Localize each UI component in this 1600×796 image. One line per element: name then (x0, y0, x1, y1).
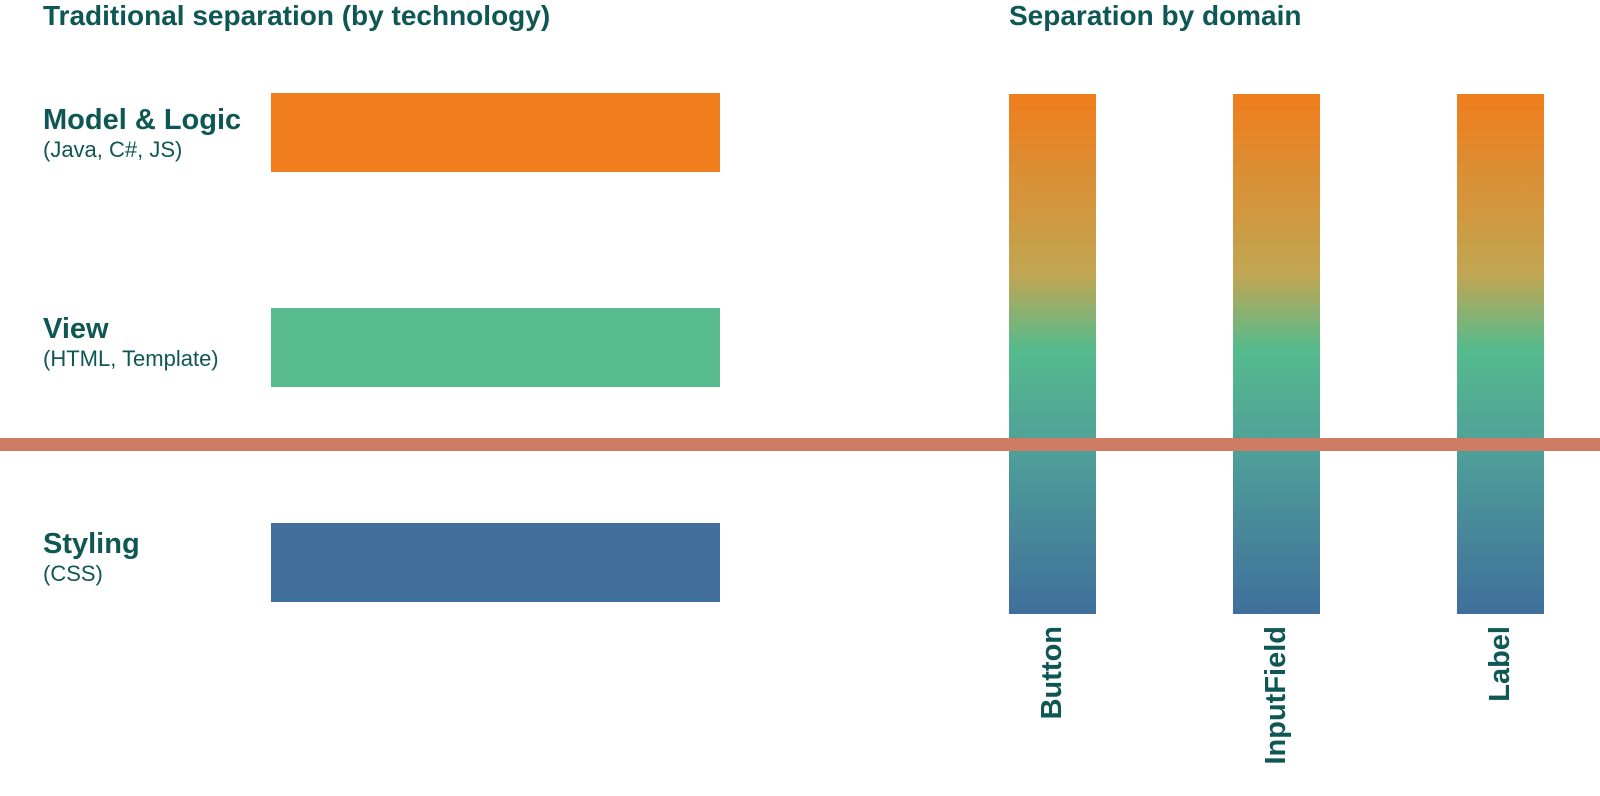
view-label: View (HTML, Template) (43, 313, 219, 373)
styling-technologies: (CSS) (43, 561, 103, 586)
button-domain-column (1009, 94, 1096, 614)
view-bar (271, 308, 720, 387)
model-logic-technologies: (Java, C#, JS) (43, 137, 183, 162)
styling-label: Styling (CSS) (43, 528, 140, 588)
label-domain-column (1457, 94, 1544, 614)
button-column-label: Button (1036, 626, 1068, 720)
domain-separation-heading: Separation by domain (1009, 0, 1302, 31)
separation-divider (0, 438, 1600, 451)
model-logic-title: Model & Logic (43, 104, 242, 136)
styling-bar (271, 523, 720, 602)
inputfield-column-label: InputField (1260, 626, 1292, 765)
view-title: View (43, 313, 109, 345)
model-logic-label: Model & Logic (Java, C#, JS) (43, 104, 241, 164)
label-column-label: Label (1484, 626, 1516, 702)
model-logic-bar (271, 93, 720, 172)
traditional-separation-heading: Traditional separation (by technology) (43, 0, 551, 31)
styling-title: Styling (43, 528, 140, 560)
inputfield-domain-column (1233, 94, 1320, 614)
view-technologies: (HTML, Template) (43, 346, 219, 371)
